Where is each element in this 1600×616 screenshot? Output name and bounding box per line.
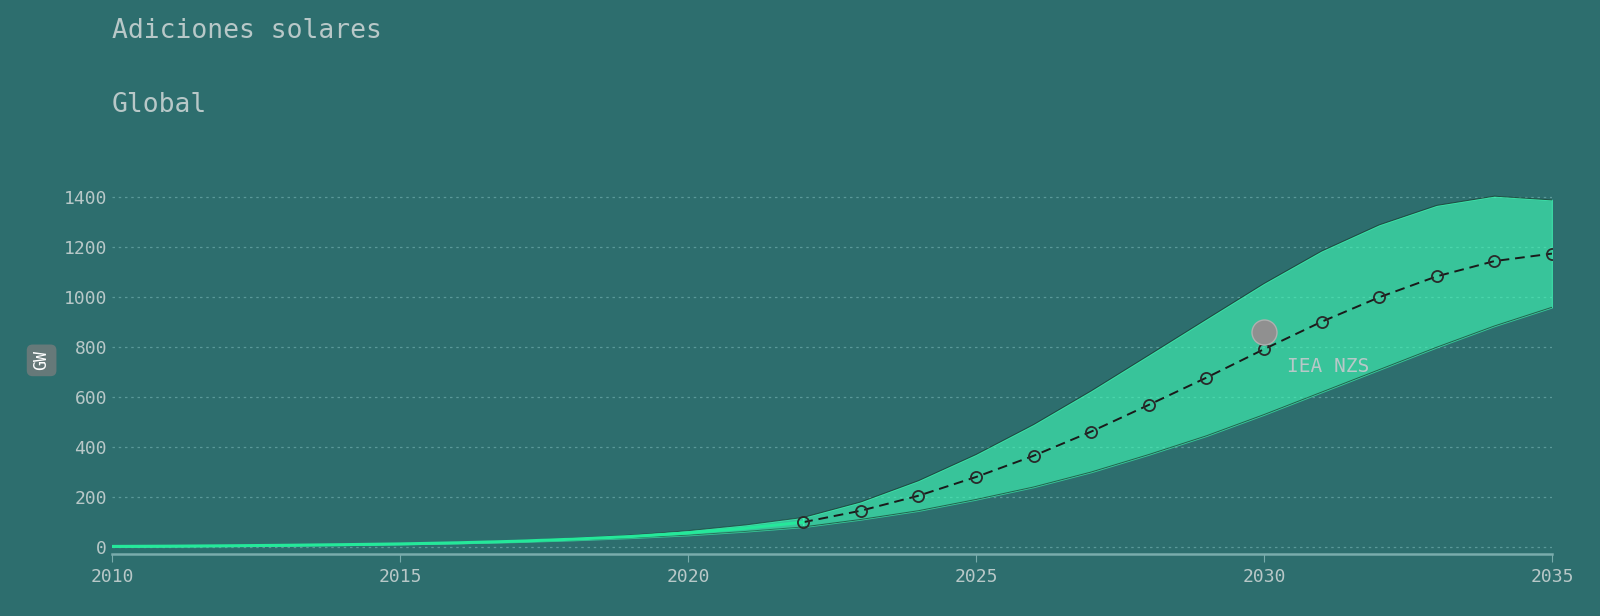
Text: GW: GW [32, 351, 51, 370]
Text: Adiciones solares: Adiciones solares [112, 18, 382, 44]
Text: IEA NZS: IEA NZS [1286, 357, 1370, 376]
Text: Global: Global [112, 92, 208, 118]
